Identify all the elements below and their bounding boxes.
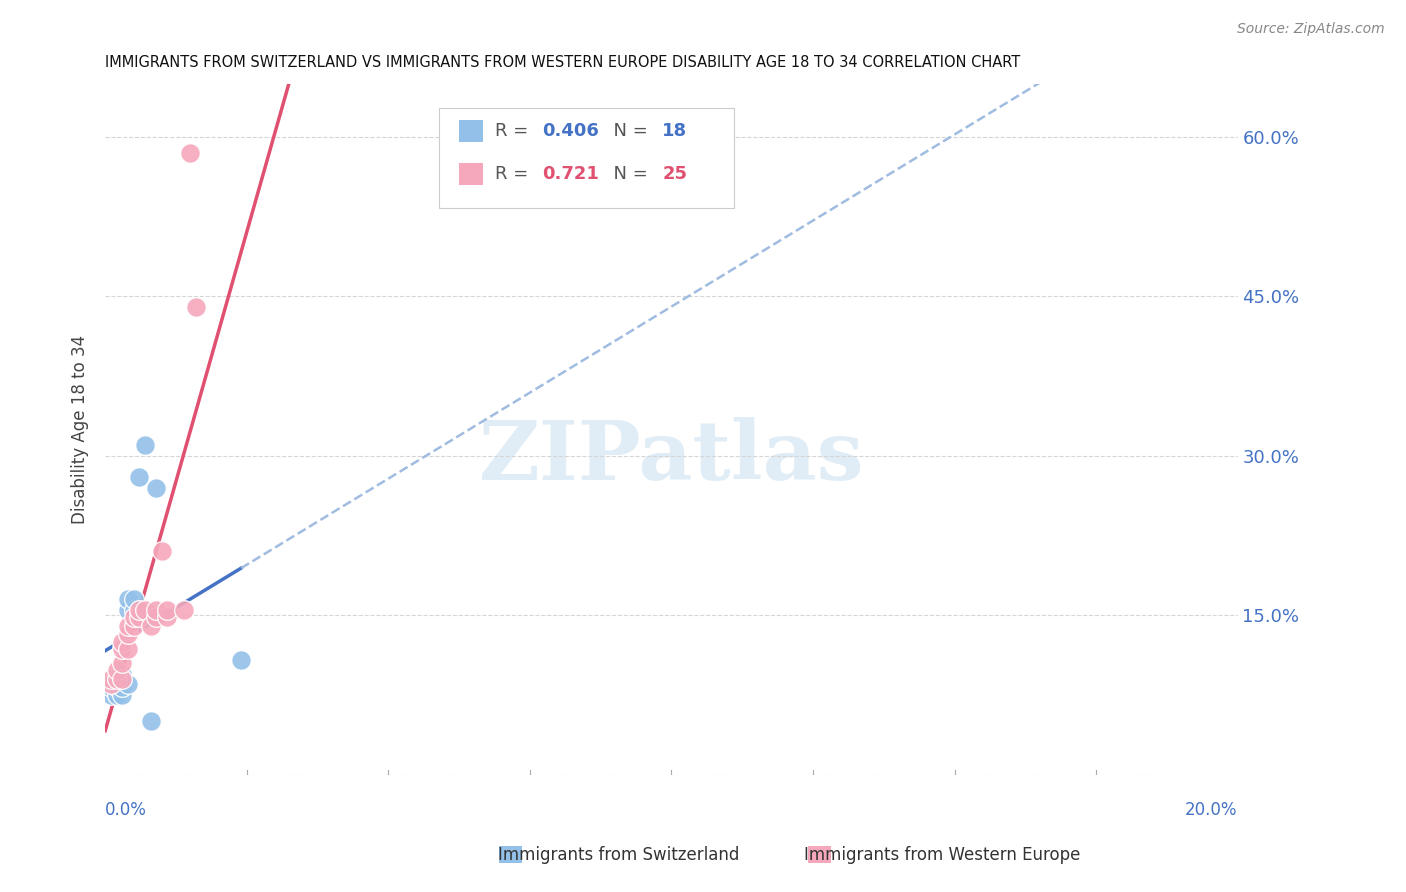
Text: 20.0%: 20.0% — [1185, 801, 1237, 819]
Text: N =: N = — [602, 122, 654, 140]
FancyBboxPatch shape — [439, 108, 734, 208]
Point — [100, 677, 122, 691]
Point — [117, 592, 139, 607]
Point — [105, 664, 128, 678]
Point — [105, 672, 128, 686]
Point — [128, 603, 150, 617]
Point — [105, 672, 128, 686]
Point — [122, 610, 145, 624]
Text: Source: ZipAtlas.com: Source: ZipAtlas.com — [1237, 22, 1385, 37]
Point — [139, 619, 162, 633]
Point — [134, 603, 156, 617]
Point — [111, 688, 134, 702]
Text: Immigrants from Western Europe: Immigrants from Western Europe — [804, 846, 1080, 863]
Point — [100, 688, 122, 702]
FancyBboxPatch shape — [458, 163, 484, 185]
Point — [173, 603, 195, 617]
Point — [156, 610, 179, 624]
Text: 0.0%: 0.0% — [105, 801, 148, 819]
Text: 25: 25 — [662, 165, 688, 183]
FancyBboxPatch shape — [458, 120, 484, 142]
Point — [100, 672, 122, 686]
Text: R =: R = — [495, 165, 534, 183]
Point — [117, 677, 139, 691]
Point — [122, 603, 145, 617]
Point — [111, 681, 134, 695]
Point — [179, 145, 201, 160]
Point — [117, 642, 139, 657]
Point — [122, 592, 145, 607]
Point — [100, 681, 122, 695]
Point — [105, 681, 128, 695]
Text: R =: R = — [495, 122, 534, 140]
Point — [111, 656, 134, 670]
Point — [117, 627, 139, 641]
Point — [117, 603, 139, 617]
Point — [111, 642, 134, 657]
Point — [128, 470, 150, 484]
Text: N =: N = — [602, 165, 654, 183]
Point — [111, 666, 134, 681]
Point — [134, 438, 156, 452]
Point — [139, 714, 162, 729]
Y-axis label: Disability Age 18 to 34: Disability Age 18 to 34 — [72, 334, 89, 524]
Point — [150, 544, 173, 558]
Point — [122, 619, 145, 633]
Point — [111, 634, 134, 648]
Point — [111, 672, 134, 686]
Point — [145, 481, 167, 495]
Point — [145, 603, 167, 617]
Point — [229, 653, 252, 667]
Text: 0.721: 0.721 — [543, 165, 599, 183]
Point — [117, 619, 139, 633]
Text: 18: 18 — [662, 122, 688, 140]
Point — [184, 300, 207, 314]
Text: 0.406: 0.406 — [543, 122, 599, 140]
Point — [128, 610, 150, 624]
Text: Immigrants from Switzerland: Immigrants from Switzerland — [498, 846, 740, 863]
Point — [105, 688, 128, 702]
Text: IMMIGRANTS FROM SWITZERLAND VS IMMIGRANTS FROM WESTERN EUROPE DISABILITY AGE 18 : IMMIGRANTS FROM SWITZERLAND VS IMMIGRANT… — [105, 55, 1021, 70]
Text: ZIPatlas: ZIPatlas — [478, 417, 865, 497]
Point — [156, 603, 179, 617]
Point — [145, 610, 167, 624]
